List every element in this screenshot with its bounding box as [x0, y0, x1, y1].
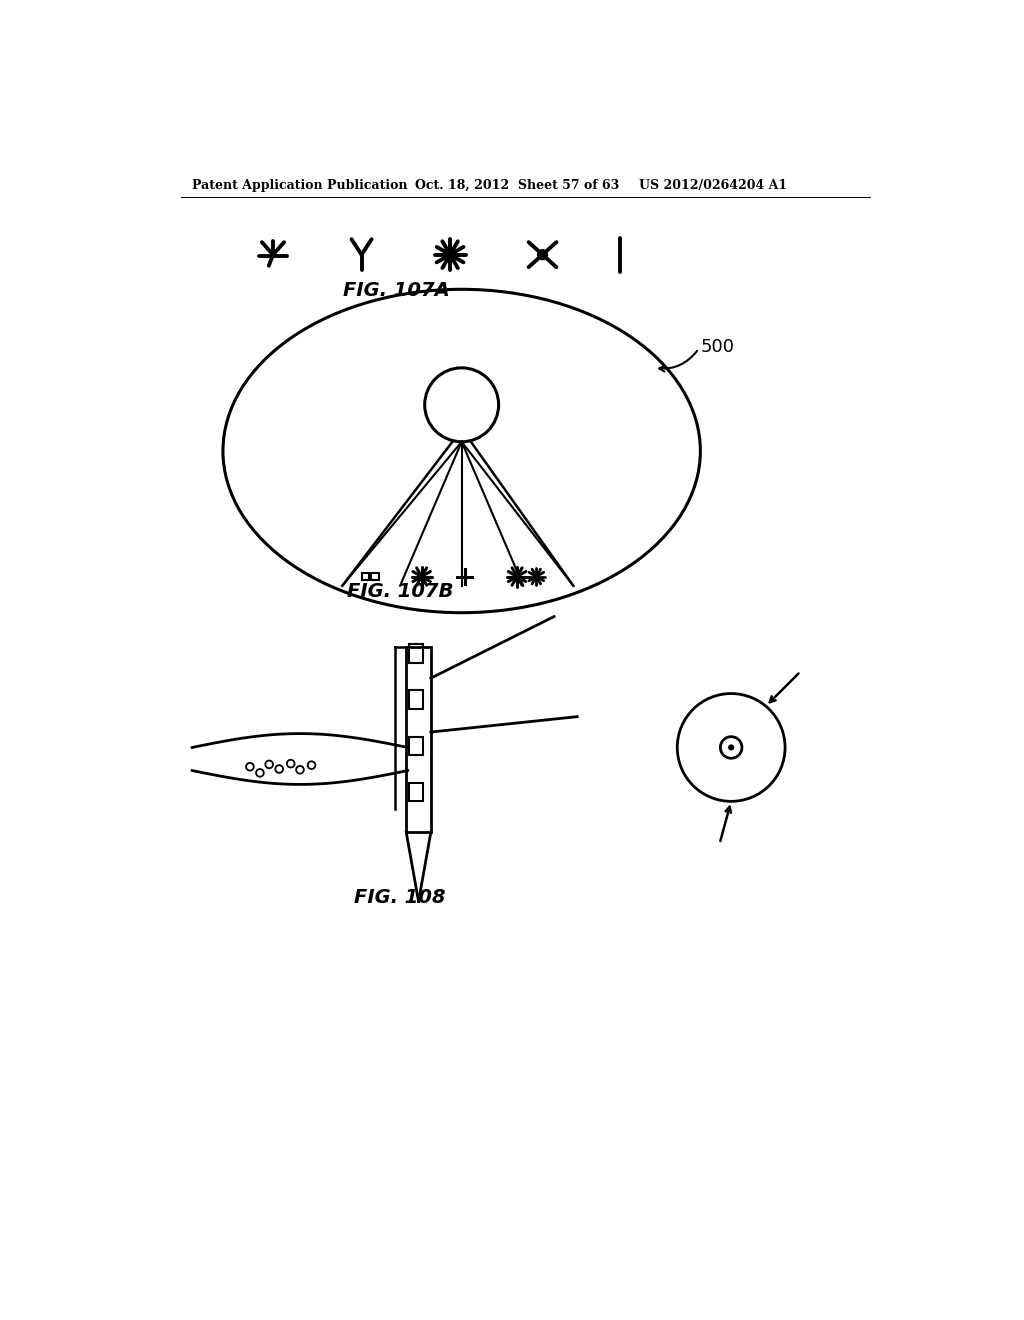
Text: Oct. 18, 2012  Sheet 57 of 63: Oct. 18, 2012 Sheet 57 of 63: [416, 178, 620, 191]
Text: US 2012/0264204 A1: US 2012/0264204 A1: [639, 178, 786, 191]
Bar: [410, 737, 423, 755]
Bar: [361, 573, 370, 581]
Circle shape: [677, 693, 785, 801]
Bar: [410, 690, 423, 709]
Bar: [410, 644, 423, 663]
Circle shape: [720, 737, 742, 758]
Text: FIG. 107A: FIG. 107A: [343, 281, 450, 301]
Bar: [407, 647, 431, 832]
Circle shape: [539, 251, 547, 259]
Ellipse shape: [223, 289, 700, 612]
Text: FIG. 107B: FIG. 107B: [347, 582, 454, 601]
Bar: [371, 573, 379, 581]
Circle shape: [425, 368, 499, 442]
Text: 500: 500: [700, 338, 734, 356]
Text: Patent Application Publication: Patent Application Publication: [193, 178, 408, 191]
Text: FIG. 108: FIG. 108: [354, 888, 445, 907]
Circle shape: [728, 744, 734, 751]
Bar: [410, 783, 423, 801]
